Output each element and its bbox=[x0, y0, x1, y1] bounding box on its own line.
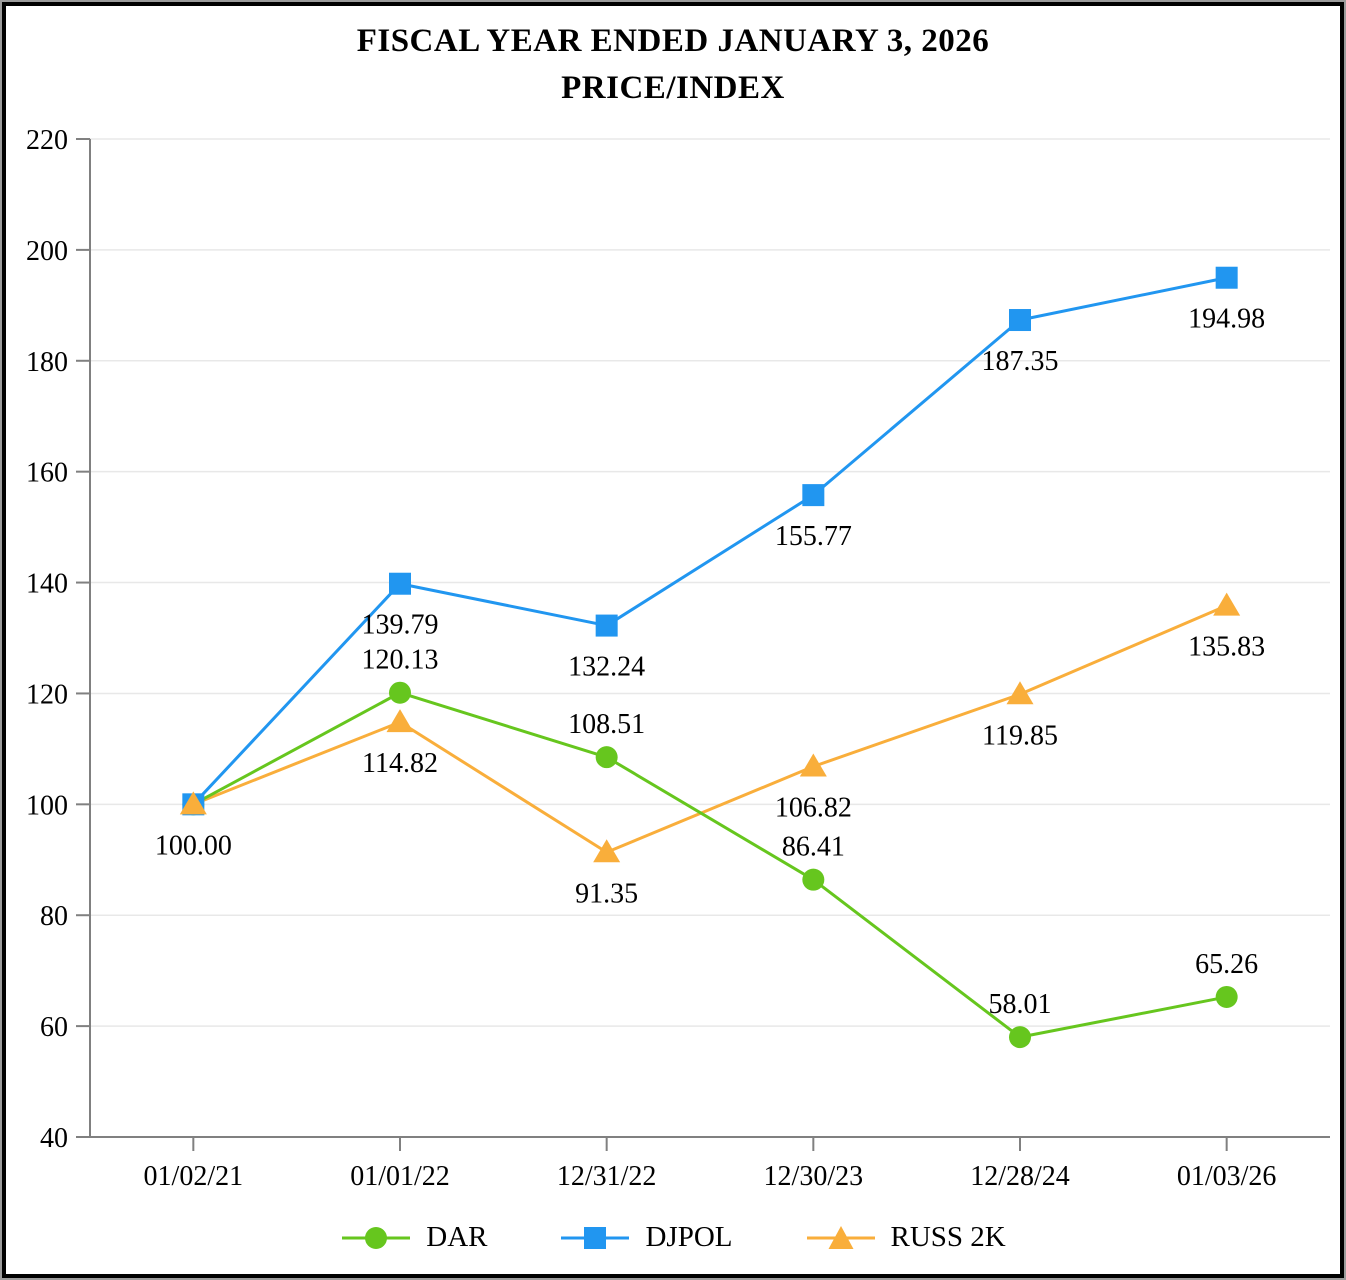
data-label-dar: 86.41 bbox=[782, 832, 845, 863]
data-label-dar: 120.13 bbox=[362, 645, 439, 676]
y-tick-label: 120 bbox=[26, 679, 68, 710]
legend-label-djpol: DJPOL bbox=[645, 1221, 733, 1253]
y-tick-label: 40 bbox=[40, 1123, 68, 1154]
legend-label-dar: DAR bbox=[426, 1221, 488, 1253]
data-label-djpol: 132.24 bbox=[568, 652, 645, 683]
y-tick-label: 140 bbox=[26, 569, 68, 600]
legend-item-russ2k: RUSS 2K bbox=[805, 1221, 1006, 1254]
data-label-dar: 58.01 bbox=[989, 989, 1052, 1020]
y-tick-label: 60 bbox=[40, 1012, 68, 1043]
legend-marker bbox=[828, 1225, 853, 1249]
marker-dar bbox=[1215, 985, 1238, 1008]
marker-russ-2k bbox=[386, 709, 414, 733]
legend-marker bbox=[584, 1226, 607, 1249]
marker-dar bbox=[389, 681, 411, 704]
marker-russ-2k bbox=[799, 753, 827, 777]
x-tick-label: 01/01/22 bbox=[350, 1161, 450, 1192]
marker-djpol bbox=[1009, 309, 1031, 332]
data-label-russ-2k: 135.83 bbox=[1188, 632, 1265, 663]
y-tick-label: 160 bbox=[26, 458, 68, 489]
data-label-russ-2k: 91.35 bbox=[575, 878, 638, 909]
y-tick-label: 200 bbox=[26, 236, 68, 267]
series-line-dar bbox=[192, 691, 1227, 1039]
y-tick-label: 80 bbox=[40, 901, 68, 932]
chart-title: FISCAL YEAR ENDED JANUARY 3, 2026 PRICE/… bbox=[2, 18, 1344, 112]
marker-russ-2k bbox=[179, 791, 207, 815]
legend-marker bbox=[365, 1226, 388, 1249]
x-tick-label: 12/30/23 bbox=[764, 1161, 864, 1192]
y-tick-label: 180 bbox=[26, 347, 68, 378]
marker-dar bbox=[595, 746, 618, 769]
marker-dar bbox=[1009, 1026, 1031, 1049]
data-label-djpol: 155.77 bbox=[775, 521, 852, 552]
marker-dar bbox=[802, 868, 825, 891]
legend-item-dar: DAR bbox=[340, 1221, 487, 1254]
y-tick-label: 220 bbox=[26, 125, 68, 156]
marker-djpol bbox=[802, 484, 825, 507]
marker-djpol bbox=[1215, 266, 1238, 289]
series-line-russ-2k bbox=[192, 604, 1228, 854]
marker-russ-2k bbox=[1006, 681, 1034, 705]
chart-title-line1: FISCAL YEAR ENDED JANUARY 3, 2026 bbox=[356, 23, 990, 59]
dar-line-marker-icon bbox=[342, 1226, 411, 1249]
y-tick-label: 100 bbox=[26, 790, 68, 821]
data-label-djpol: 100.00 bbox=[155, 830, 232, 861]
data-label-dar: 108.51 bbox=[568, 709, 645, 740]
x-tick-label: 12/31/22 bbox=[557, 1161, 657, 1192]
legend-item-djpol: DJPOL bbox=[559, 1221, 733, 1254]
data-label-djpol: 187.35 bbox=[982, 346, 1059, 377]
legend-label-russ2k: RUSS 2K bbox=[890, 1221, 1006, 1253]
x-tick-label: 12/28/24 bbox=[970, 1161, 1070, 1192]
data-label-djpol: 194.98 bbox=[1188, 304, 1265, 335]
russ2k-line-marker-icon bbox=[806, 1225, 875, 1249]
x-tick-label: 01/03/26 bbox=[1177, 1161, 1277, 1192]
marker-djpol bbox=[595, 614, 618, 637]
data-label-russ-2k: 106.82 bbox=[775, 793, 852, 824]
djpol-line-marker-icon bbox=[561, 1226, 630, 1249]
x-tick-label: 01/02/21 bbox=[144, 1161, 244, 1192]
marker-russ-2k bbox=[1213, 592, 1241, 616]
chart-title-line2: PRICE/INDEX bbox=[561, 70, 785, 106]
data-label-russ-2k: 114.82 bbox=[362, 748, 438, 779]
data-label-djpol: 139.79 bbox=[362, 610, 439, 641]
data-label-russ-2k: 119.85 bbox=[982, 720, 1058, 751]
data-label-dar: 65.26 bbox=[1195, 949, 1258, 980]
marker-russ-2k bbox=[593, 839, 621, 863]
marker-djpol bbox=[389, 572, 411, 595]
legend: DAR DJPOL RUSS 2K bbox=[2, 1221, 1344, 1254]
series-line-djpol bbox=[192, 276, 1227, 806]
